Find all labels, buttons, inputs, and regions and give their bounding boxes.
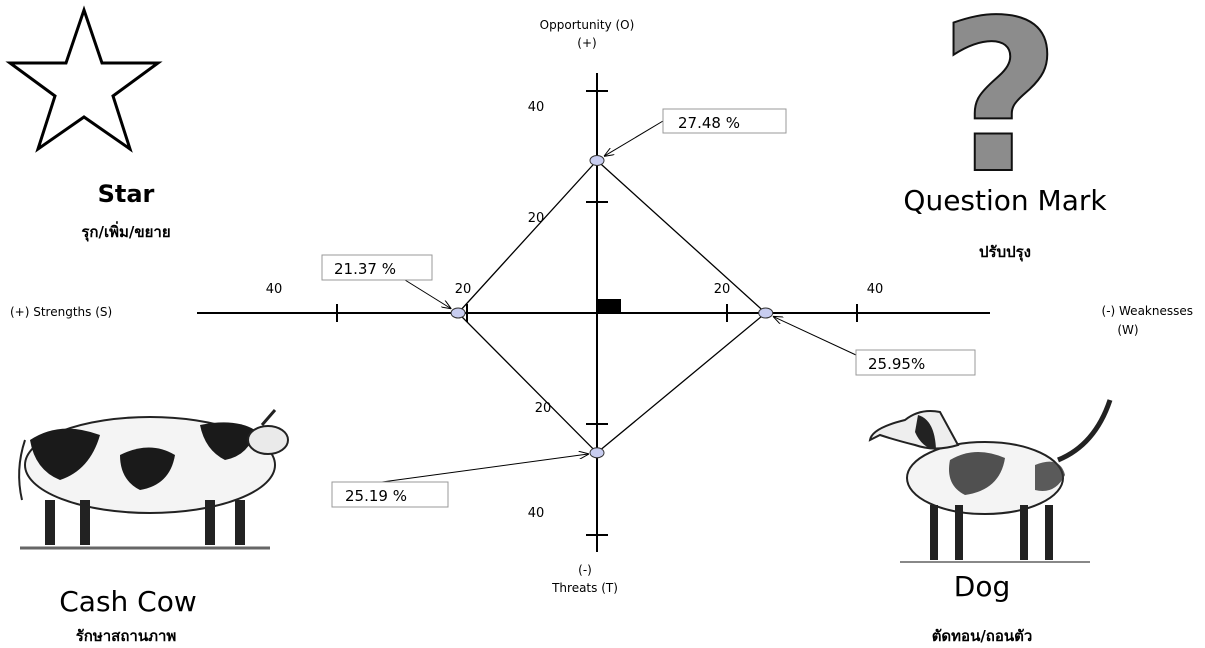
data-label-strengths: 21.37 % [334, 260, 396, 278]
axis-label-opportunity: Opportunity (O) [540, 18, 635, 32]
dog-title: Dog [954, 570, 1010, 603]
tick-label-down-40: 40 [528, 506, 545, 521]
callout-box-weaknesses [855, 349, 976, 376]
tick-label-up-20: 20 [528, 211, 545, 226]
axes [197, 73, 990, 552]
data-point-threats [589, 447, 605, 459]
dog-subtitle: ตัดทอน/ถอนตัว [932, 627, 1033, 645]
data-label-threats: 25.19 % [345, 487, 407, 505]
data-point-strengths [450, 307, 466, 319]
callout-arrow-threats [381, 454, 588, 483]
axis-label-threats: Threats (T) [551, 581, 618, 595]
tick-label-left-40: 40 [266, 282, 283, 297]
axis-sign-bottom: (-) [578, 563, 592, 577]
data-point-weaknesses [758, 307, 774, 319]
tick-label-right-40: 40 [867, 282, 884, 297]
callout-box-opportunity [662, 108, 787, 134]
dog-icon [868, 399, 1113, 563]
svg-text:?: ? [939, 0, 1061, 220]
question-mark-subtitle: ปรับปรุง [979, 243, 1031, 262]
tick-label-left-20: 20 [455, 282, 472, 297]
cash-cow-title: Cash Cow [59, 585, 197, 618]
callout-box-threats [331, 481, 449, 508]
axis-label-strengths: (+) Strengths (S) [10, 305, 112, 319]
star-title: Star [98, 180, 155, 208]
tick-marks [336, 90, 858, 536]
data-label-weaknesses: 25.95% [868, 355, 925, 373]
axis-label-weaknesses: (-) Weaknesses [1102, 304, 1193, 318]
data-label-opportunity: 27.48 % [678, 114, 740, 132]
tick-label-right-20: 20 [714, 282, 731, 297]
axis-label-weaknesses-code: (W) [1117, 323, 1138, 337]
star-subtitle: รุก/เพิ่ม/ขยาย [81, 221, 170, 242]
star-icon [5, 5, 163, 153]
tick-label-down-20: 20 [535, 401, 552, 416]
question-mark-title: Question Mark [903, 184, 1107, 217]
cash-cow-subtitle: รักษาสถานภาพ [76, 627, 177, 645]
callout-box-strengths [321, 254, 433, 281]
cow-icon [18, 409, 289, 550]
axis-sign-top: (+) [577, 36, 596, 50]
callout-arrow-strengths [404, 279, 450, 308]
callout-arrow-weaknesses [774, 317, 857, 356]
tick-label-up-40: 40 [528, 100, 545, 115]
callout-arrow-opportunity [605, 120, 664, 156]
plot-layer: 27.48 % 25.95% 25.19 % 21.37 % [321, 108, 976, 508]
data-point-opportunity [589, 154, 605, 166]
question-mark-icon: ? ? [938, 0, 1062, 221]
svg-text:?: ? [939, 0, 1061, 220]
origin-marker [597, 299, 621, 313]
